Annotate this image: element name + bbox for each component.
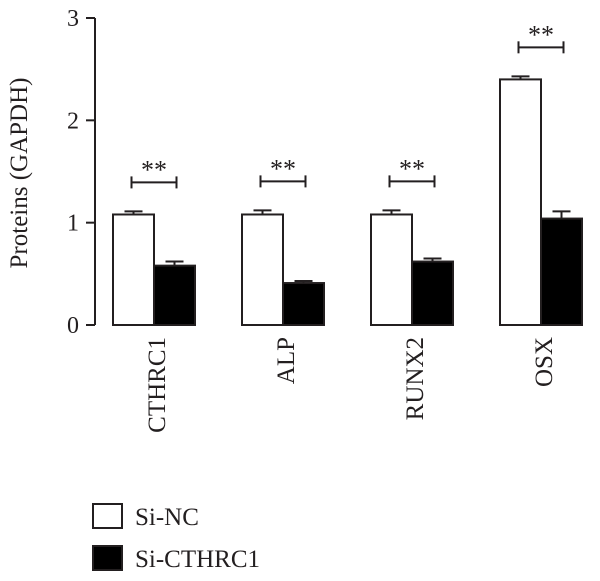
bar-si-cthrc1-alp [282,282,325,326]
bar-si-nc-alp [241,213,284,326]
significance-label: ** [528,20,554,49]
significance-label: ** [399,154,425,183]
legend-label-si-nc: Si-NC [135,504,199,531]
legend-label-si-cthrc1: Si-CTHRC1 [135,546,260,573]
y-tick-label: 2 [67,108,79,134]
x-tick-label-runx2: RUNX2 [402,337,429,420]
y-tick-label: 3 [67,6,79,32]
bar-si-cthrc1-runx2 [411,260,454,327]
significance-label: ** [270,154,296,183]
legend-swatch-si-nc [92,503,123,529]
bar-si-nc-osx [499,78,542,327]
significance-group: ** ** ** ** [130,20,565,189]
significance-label: ** [141,155,167,184]
x-tick-label-cthrc1: CTHRC1 [144,337,171,433]
y-tick-label: 0 [67,313,79,339]
legend: Si-NC Si-CTHRC1 [92,503,260,573]
legend-swatch-si-cthrc1 [92,545,123,571]
bar-si-cthrc1-osx [540,217,583,326]
bar-si-nc-runx2 [370,213,413,326]
category-labels: CTHRC1 ALP RUNX2 OSX [144,337,558,433]
y-tick-label: 1 [67,211,79,237]
bars-group [112,75,583,327]
bar-si-nc-cthrc1 [112,213,155,326]
x-tick-label-alp: ALP [273,337,300,384]
bar-si-cthrc1-cthrc1 [153,264,196,326]
y-axis-label: Proteins (GAPDH) [6,78,33,269]
x-tick-label-osx: OSX [531,337,558,387]
y-axis: 0 1 2 3 [67,6,96,339]
